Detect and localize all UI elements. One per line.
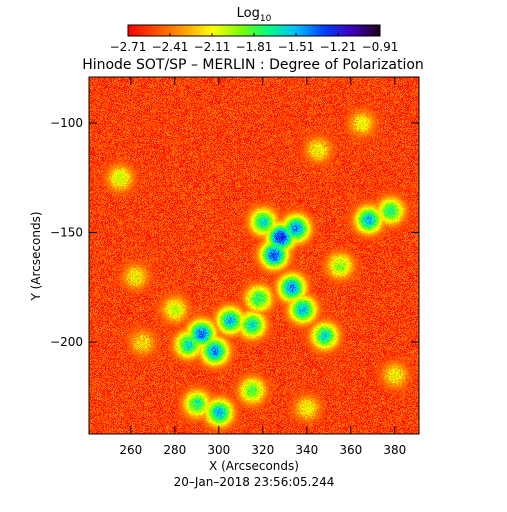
- colorbar-tick-label: −0.91: [362, 40, 399, 54]
- y-axis-ticks: −100 −150 −200: [50, 116, 419, 349]
- colorbar-tick-label: −1.21: [320, 40, 357, 54]
- colorbar-tick-label: −1.81: [236, 40, 273, 54]
- y-axis-label: Y (Arcseconds): [29, 211, 43, 301]
- x-axis-ticks: 260 280 300 320 340 360 380: [119, 77, 406, 457]
- x-tick-label: 300: [207, 443, 230, 457]
- x-tick-label: 280: [163, 443, 186, 457]
- y-tick-label: −100: [50, 116, 83, 130]
- x-tick-label: 320: [251, 443, 274, 457]
- colorbar-tick-label: −2.11: [194, 40, 231, 54]
- x-tick-label: 360: [339, 443, 362, 457]
- colorbar-tick-label: −2.71: [110, 40, 147, 54]
- y-tick-label: −200: [50, 335, 83, 349]
- x-tick-label: 340: [295, 443, 318, 457]
- x-tick-label: 260: [119, 443, 142, 457]
- colorbar-tick-label: −1.51: [278, 40, 315, 54]
- x-axis-label: X (Arcseconds): [209, 459, 299, 473]
- colorbar-label: Log10: [237, 6, 272, 24]
- colorbar: [128, 25, 380, 36]
- timestamp: 20–Jan–2018 23:56:05.244: [174, 475, 335, 489]
- x-tick-label: 380: [383, 443, 406, 457]
- chart-title: Hinode SOT/SP – MERLIN : Degree of Polar…: [82, 57, 424, 73]
- colorbar-tick-label: −2.41: [152, 40, 189, 54]
- polarization-map: [89, 77, 419, 434]
- y-tick-label: −150: [50, 226, 83, 240]
- colorbar-ticks: −2.71 −2.41 −2.11 −1.81 −1.51 −1.21 −0.91: [110, 33, 399, 54]
- plot-frame: [88, 76, 420, 435]
